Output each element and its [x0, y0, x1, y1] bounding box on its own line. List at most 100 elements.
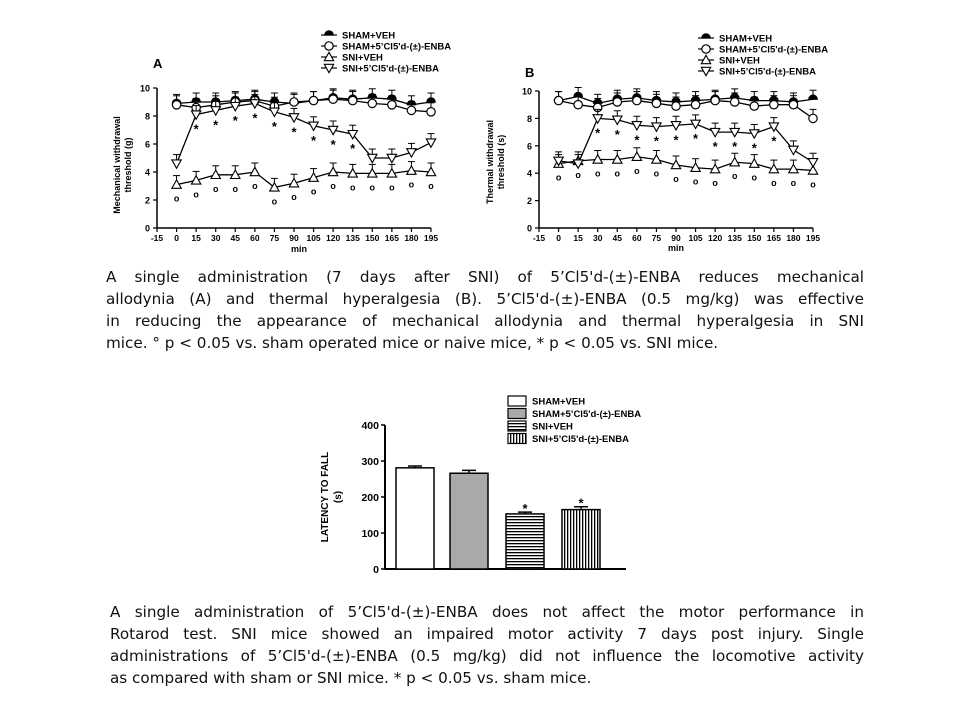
panel-b-x-tick-label: 15 [573, 233, 583, 243]
panel-c-y-tick-label: 300 [361, 456, 379, 468]
panel-b-x-tick-label: 120 [708, 233, 722, 243]
panel-b-legend-label: SHAM+5’Cl5'd-(±)-ENBA [719, 45, 828, 56]
panel-b-point-s1 [553, 95, 564, 106]
panel-b-x-tick-label: 180 [786, 233, 800, 243]
panel-b-star-annotation: * [693, 131, 699, 146]
panel-a-point-s1 [387, 100, 397, 110]
panel-b-point-s2 [787, 163, 800, 174]
panel-b-degree-annotation: o [712, 178, 718, 188]
panel-b-legend-marker [700, 54, 712, 65]
panel-b-ylabel-2: threshold (s) [496, 135, 506, 190]
panel-a-x-tick-label: 120 [326, 233, 340, 243]
panel-a-star-annotation: * [291, 124, 297, 139]
panel-a-point-s2 [249, 166, 261, 177]
panel-a-y-tick-label: 2 [145, 196, 150, 206]
panel-b-star-annotation: * [595, 125, 601, 140]
panel-b-degree-annotation: o [732, 171, 738, 181]
panel-a-degree-annotation: o [252, 181, 258, 191]
panel-b-point-s2 [650, 153, 663, 164]
caption-top-line-4: mice. ° p < 0.05 vs. sham operated mice … [106, 334, 719, 352]
panel-a-legend-label: SNI+5’Cl5'd-(±)-ENBA [342, 64, 439, 75]
panel-a-star-annotation: * [311, 133, 317, 148]
panel-a-point-s2 [366, 167, 378, 178]
panel-b-series-line-3 [558, 117, 814, 165]
panel-c-bar [561, 508, 601, 570]
panel-c-legend-swatch [507, 432, 527, 445]
panel-a-star-annotation: * [213, 117, 219, 132]
panel-b-point-s3 [611, 115, 623, 126]
panel-b-star-annotation: * [654, 134, 660, 149]
panel-b-star-annotation: * [752, 140, 758, 155]
panel-a-legend-marker [323, 63, 335, 74]
panel-a-legend-marker [324, 30, 334, 36]
panel-a-star-annotation: * [194, 122, 200, 137]
panel-b-y-tick-label: 10 [522, 87, 532, 97]
panel-b-series-line-2 [558, 156, 814, 172]
panel-a-series-line-2 [176, 169, 432, 189]
panel-b-point-s1 [573, 99, 583, 110]
panel-b-degree-annotation: o [654, 169, 660, 179]
panel-a-point-s3 [229, 101, 241, 113]
panel-a-star-annotation: * [331, 137, 337, 152]
panel-b-point-s3 [650, 122, 663, 133]
panel-a-point-s3 [288, 113, 300, 124]
panel-a-xlabel: min [291, 244, 307, 254]
panel-a-point-s2 [386, 167, 398, 178]
panel-b-y-tick-label: 8 [527, 114, 532, 124]
panel-a-point-s2 [229, 168, 241, 180]
caption-bottom-line-2: Rotarod test. SNI mice showed an impaire… [110, 625, 864, 643]
panel-b-xlabel: min [668, 243, 684, 253]
panel-a-x-tick-label: 180 [404, 233, 418, 243]
panel-b-label: B [525, 65, 534, 80]
panel-b-degree-annotation: o [575, 170, 581, 180]
panel-c-y-tick-label: 400 [361, 420, 379, 432]
panel-b-ylabel-1: Thermal withdrawal [485, 120, 495, 204]
panel-b-degree-annotation: o [634, 166, 640, 176]
panel-a-point-s2 [288, 177, 300, 188]
panel-a-x-tick-label: 45 [231, 233, 241, 243]
panel-a-star-annotation: * [252, 110, 258, 125]
panel-b-point-s1 [808, 113, 818, 124]
panel-a-legend-label: SHAM+5’Cl5'd-(±)-ENBA [342, 42, 451, 53]
panel-b-point-s1 [749, 101, 760, 111]
panel-b-x-tick-label: 135 [728, 233, 742, 243]
panel-b-point-s1 [769, 99, 779, 110]
panel-b-point-s2 [768, 163, 780, 174]
panel-a-x-tick-label: 150 [365, 233, 379, 243]
panel-a-point-s1 [289, 97, 299, 107]
panel-a-point-s3 [327, 125, 339, 136]
panel-b-x-tick-label: 165 [767, 233, 781, 243]
panel-a-x-tick-label: 90 [289, 233, 299, 243]
panel-a-point-s2 [425, 166, 437, 177]
panel-c-bar [505, 513, 545, 570]
panel-b-x-tick-label: 90 [671, 233, 681, 243]
panel-b-point-s2 [670, 159, 682, 170]
panel-b-star-annotation: * [713, 139, 719, 154]
panel-b-x-tick-label: -15 [533, 233, 546, 243]
panel-c-y-tick-label: 0 [373, 564, 379, 576]
panel-a-point-s0 [426, 97, 436, 103]
panel-a-point-s1 [308, 95, 319, 106]
panel-b-y-tick-label: 0 [527, 224, 532, 234]
panel-b-x-tick-label: 105 [688, 233, 702, 243]
panel-c-legend-label: SNI+5’Cl5'd-(±)-ENBA [532, 434, 629, 445]
panel-b-point-s2 [748, 157, 760, 168]
panel-c-legend-label: SHAM+5’Cl5'd-(±)-ENBA [532, 409, 641, 420]
panel-b-legend-label: SNI+5’Cl5'd-(±)-ENBA [719, 67, 816, 78]
panel-b-point-s3 [670, 121, 682, 132]
panel-b-degree-annotation: o [615, 169, 621, 179]
panel-a-point-s2 [405, 164, 418, 175]
panel-b-point-s0 [808, 94, 818, 100]
panel-a-point-s3 [405, 148, 418, 159]
panel-a-y-tick-label: 8 [145, 112, 150, 122]
caption-top-line-2: allodynia (A) and thermal hyperalgesia (… [106, 290, 864, 308]
panel-c-bar [449, 472, 489, 570]
panel-c-legend-swatch [507, 407, 527, 420]
panel-b-star-annotation: * [634, 132, 640, 147]
panel-b-y-tick-label: 2 [527, 196, 532, 206]
panel-b-star-annotation: * [732, 139, 738, 154]
panel-a-point-s2 [190, 174, 202, 185]
caption-bottom-line-4: as compared with sham or SNI mice. * p <… [110, 669, 592, 687]
